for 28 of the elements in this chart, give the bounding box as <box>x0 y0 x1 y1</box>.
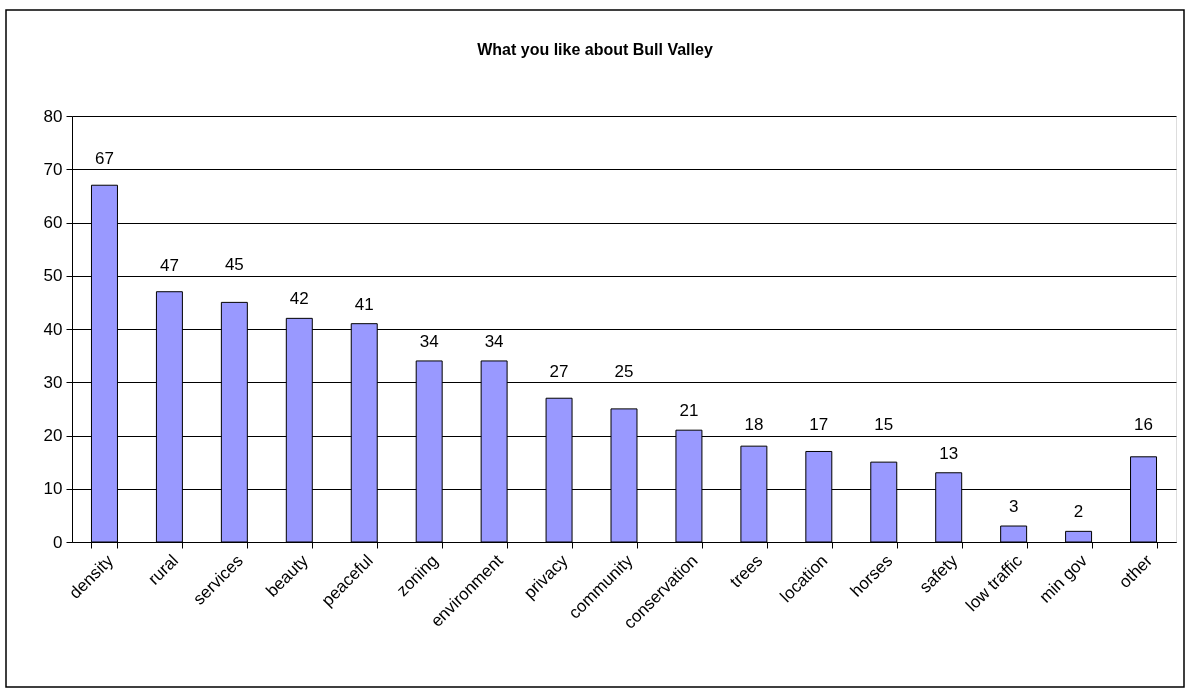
data-label: 15 <box>874 415 894 435</box>
y-tick-label: 40 <box>43 319 63 339</box>
data-label: 27 <box>549 362 569 382</box>
y-tick-label: 60 <box>43 213 63 232</box>
data-label: 16 <box>1134 414 1153 434</box>
data-label: 34 <box>484 331 504 351</box>
data-label: 25 <box>614 361 634 381</box>
y-tick-label: 80 <box>43 106 63 126</box>
y-tick-label: 20 <box>43 426 63 445</box>
data-label: 34 <box>419 331 439 351</box>
y-tick-label: 10 <box>43 479 63 499</box>
data-label: 3 <box>1008 497 1019 517</box>
x-tick-label: min gov <box>1035 550 1092 607</box>
data-label: 42 <box>289 289 309 309</box>
y-tick-label: 0 <box>53 532 63 552</box>
y-tick-label: 70 <box>43 159 63 179</box>
y-tick-label: 30 <box>43 372 63 392</box>
data-label: 45 <box>224 255 244 275</box>
y-tick-label: 50 <box>43 266 63 286</box>
data-label: 18 <box>744 415 764 435</box>
data-label: 41 <box>354 294 374 314</box>
data-label: 47 <box>159 255 179 275</box>
data-label: 21 <box>679 401 699 421</box>
data-label: 67 <box>95 149 114 169</box>
chart-title: What you like about Bull Valley <box>477 41 713 58</box>
data-label: 2 <box>1073 502 1084 522</box>
data-label: 13 <box>939 443 959 463</box>
data-label: 17 <box>809 415 829 435</box>
